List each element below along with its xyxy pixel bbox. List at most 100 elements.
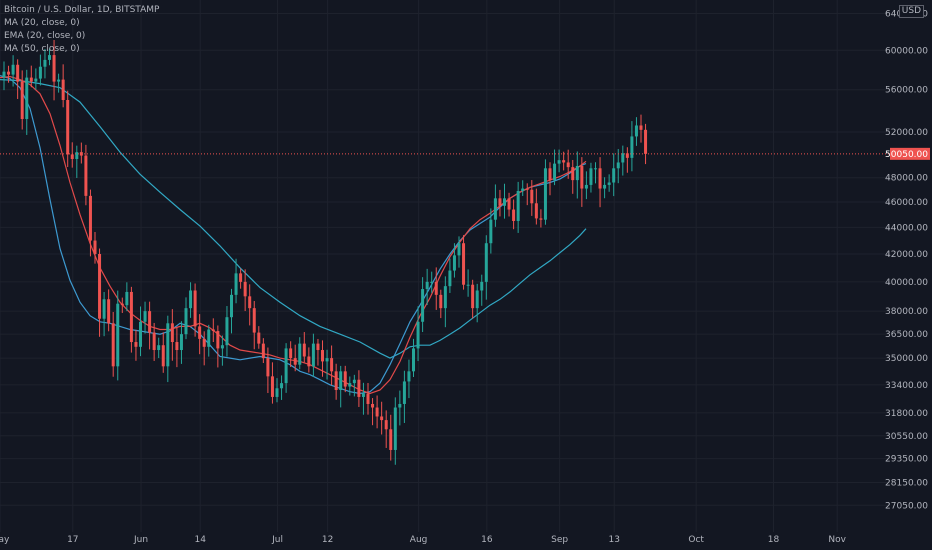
candle-up [57,79,61,82]
candle-down [534,203,538,219]
candle-up [116,303,120,367]
x-tick-label: Aug [410,535,428,545]
candle-up [157,345,161,351]
candle-up [298,343,302,365]
candle-up [543,168,547,220]
candle-up [521,188,525,191]
candle-layer [2,39,648,465]
symbol-title[interactable]: Bitcoin / U.S. Dollar, 1D, BITSTAMP [4,5,160,15]
candle-up [225,317,229,346]
candle-down [84,155,88,196]
currency-badge[interactable]: USD [898,5,924,18]
candle-down [434,281,438,295]
candle-up [234,273,238,295]
candle-down [202,338,206,347]
candle-down [462,243,466,285]
candle-up [139,321,142,347]
candle-up [475,290,479,309]
candle-up [557,160,561,164]
candle-up [493,198,497,220]
x-tick-label: Sep [551,535,568,545]
candle-up [11,64,15,75]
candle-up [584,184,588,189]
indicator-ma50[interactable]: MA (50, close, 0) [4,44,80,54]
y-tick-label: 36500.00 [885,330,928,340]
candle-down [507,198,511,210]
x-tick-label: 17 [67,535,78,545]
candle-up [607,182,611,185]
candle-down [7,71,11,75]
candle-down [20,81,24,119]
candle-up [589,168,593,185]
candle-down [302,343,306,357]
time-axis[interactable]: May 17 Jun 14 Jul 12 Aug 16 Sep 13 Oct 18 Nov [0,535,847,545]
candle-down [380,416,384,421]
candle-up [325,358,329,362]
candle-down [371,403,375,408]
y-tick-label: 29350.00 [885,455,928,465]
candle-up [184,308,188,335]
indicator-ema20[interactable]: EMA (20, close, 0) [4,31,86,41]
candle-down [525,188,529,190]
candle-down [129,291,133,343]
candle-up [594,168,597,170]
indicator-ma20[interactable]: MA (20, close, 0) [4,18,80,28]
candle-up [516,190,520,221]
candle-up [166,323,170,367]
candle-down [471,284,475,309]
x-tick-label: Oct [688,535,704,545]
candle-down [266,358,270,377]
y-tick-label: 35000.00 [885,354,928,364]
candle-up [412,348,415,372]
candle-down [98,253,102,319]
x-tick-label: Nov [828,535,846,545]
ema20-layer [0,75,587,395]
candle-down [639,125,643,130]
candle-up [503,198,506,206]
candle-up [311,343,315,367]
candle-up [416,321,420,349]
candle-down [257,332,261,344]
candle-up [38,66,42,79]
candle-up [489,219,493,244]
y-tick-label: 46000.00 [885,198,928,208]
y-tick-label: 48000.00 [885,174,928,184]
candle-down [70,154,74,160]
candle-down [211,329,215,332]
candle-down [316,343,320,351]
candle-up [630,136,634,158]
candle-down [366,393,370,404]
candle-up [339,371,343,390]
candle-down [248,296,252,309]
candle-down [93,240,97,254]
candle-down [170,323,174,343]
candle-down [566,162,570,168]
last-price-label: 50050.00 [885,150,928,160]
candle-up [466,284,470,286]
candle-up [448,270,452,287]
candle-down [152,332,156,351]
y-tick-label: 42000.00 [885,250,928,260]
candle-down [148,311,152,333]
y-tick-label: 44000.00 [885,223,928,233]
candle-down [66,99,70,155]
candle-up [430,281,434,283]
candle-down [239,273,243,282]
candle-up [275,388,279,397]
candle-up [612,168,616,183]
price-axis[interactable]: 64000.0060000.0056000.0052000.0048000.00… [885,9,930,511]
candle-down [88,195,92,241]
x-tick-label: Jul [271,535,283,545]
x-tick-label: May [0,535,10,545]
candle-down [384,420,388,430]
ma20-line [0,75,587,395]
candle-up [179,334,183,351]
y-tick-label: 52000.00 [885,128,928,138]
candle-down [343,371,347,387]
x-tick-label: 12 [322,535,333,545]
candle-down [111,323,115,367]
candle-up [43,59,47,67]
candle-up [480,281,484,291]
